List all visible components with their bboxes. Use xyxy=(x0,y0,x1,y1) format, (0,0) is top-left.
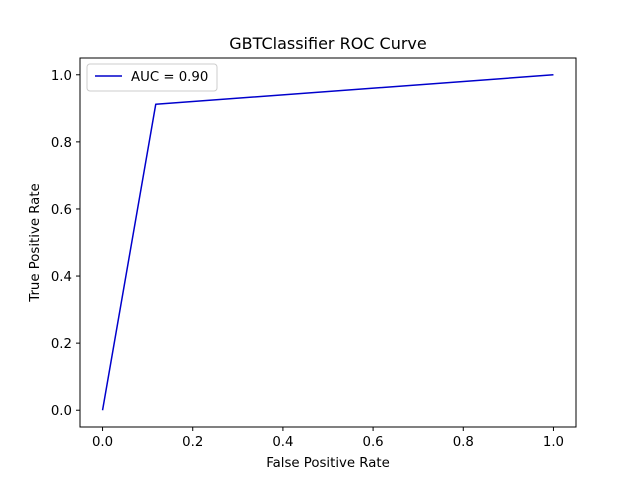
x-tick-label: 1.0 xyxy=(543,435,564,450)
x-tick-label: 0.0 xyxy=(92,435,113,450)
y-tick-label: 0.2 xyxy=(51,337,72,352)
y-axis-label: True Positive Rate xyxy=(28,183,43,302)
x-tick-label: 0.8 xyxy=(453,435,474,450)
roc-curve-line xyxy=(101,74,554,411)
x-axis-ticks: 0.0 0.2 0.4 0.6 0.8 1.0 xyxy=(92,427,564,450)
x-axis-label: False Positive Rate xyxy=(266,456,390,471)
legend-box xyxy=(86,63,218,92)
x-tick-label: 0.4 xyxy=(272,435,293,450)
x-tick-label: 0.2 xyxy=(182,435,203,450)
plot-area xyxy=(80,58,576,427)
x-tick-label: 0.6 xyxy=(363,435,384,450)
series-layer xyxy=(101,74,554,411)
legend-entry-label: AUC = 0.90 xyxy=(131,70,208,85)
plot-frame xyxy=(79,57,577,428)
chart-title: GBTClassifier ROC Curve xyxy=(229,34,427,53)
y-tick-label: 0.4 xyxy=(51,270,72,285)
y-axis-ticks: 0.0 0.2 0.4 0.6 0.8 1.0 xyxy=(51,69,80,419)
y-tick-label: 0.8 xyxy=(51,136,72,151)
y-tick-label: 0.6 xyxy=(51,203,72,218)
y-tick-label: 1.0 xyxy=(51,69,72,84)
y-tick-label: 0.0 xyxy=(51,404,72,419)
legend: AUC = 0.90 xyxy=(86,63,218,92)
